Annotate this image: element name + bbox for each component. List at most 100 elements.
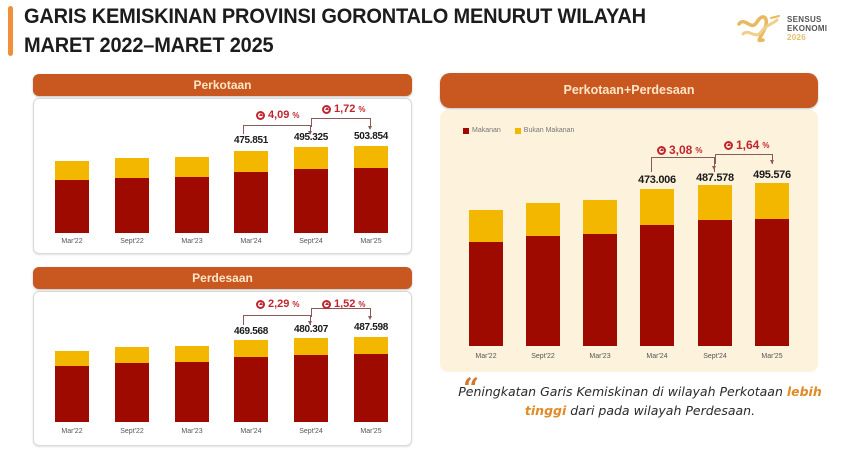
nonfood-segment (526, 203, 560, 236)
combined-bar-mar22 (469, 210, 503, 346)
food-segment (115, 363, 149, 422)
nonfood-segment (115, 158, 149, 178)
growth-value: 2,29 (268, 298, 290, 310)
food-segment (175, 177, 209, 233)
perdesaan-bar-sept22 (115, 347, 149, 422)
x-label: Sept'24 (299, 238, 323, 245)
legend-label: Makanan (472, 127, 501, 134)
arrow-up-circle-icon (322, 299, 331, 309)
food-segment (755, 219, 789, 346)
value-label: 495.325 (293, 132, 329, 143)
growth-badge: 1,64% (724, 138, 769, 152)
nonfood-segment (354, 146, 388, 168)
perkotaan-bar-sept24 (294, 147, 328, 233)
logo-line3: 2026 (787, 33, 806, 42)
arrow-down-icon (770, 160, 774, 164)
page-title-line2: MARET 2022–MARET 2025 (24, 33, 274, 57)
value-label: 495.576 (753, 169, 791, 181)
food-segment (294, 355, 328, 422)
growth-value: 1,52 (334, 298, 356, 310)
food-segment (175, 362, 209, 422)
legend-item-nonfood: Bukan Makanan (514, 127, 575, 134)
chart-legend: Makanan Bukan Makanan (463, 127, 574, 134)
arrow-up-circle-icon (724, 140, 733, 150)
perkotaan-chart-panel (33, 98, 412, 254)
x-label: Mar'24 (240, 428, 262, 435)
food-segment (640, 225, 674, 346)
perdesaan-bar-mar23 (175, 346, 209, 422)
value-label: 487.578 (696, 172, 734, 184)
food-segment (469, 242, 503, 346)
x-label: Sept'24 (703, 353, 727, 360)
food-segment (55, 366, 89, 422)
combined-title: Perkotaan+Perdesaan (563, 83, 695, 97)
growth-bracket (311, 308, 371, 317)
value-label: 475.851 (233, 135, 269, 146)
nonfood-segment (469, 210, 503, 242)
value-label: 503.854 (353, 131, 389, 142)
perdesaan-bar-mar25 (354, 337, 388, 422)
x-label: Sept'24 (299, 428, 323, 435)
growth-badge: 2,29% (256, 298, 300, 310)
perkotaan-bar-mar22 (55, 161, 89, 233)
value-label: 473.006 (638, 174, 676, 186)
arrow-down-icon (308, 131, 312, 135)
perkotaan-bar-mar24 (234, 151, 268, 233)
x-label: Mar'25 (360, 238, 382, 245)
food-segment (234, 172, 268, 233)
combined-bar-sept22 (526, 203, 560, 346)
perdesaan-chart-panel (33, 291, 412, 446)
growth-badge: 3,08% (657, 143, 702, 157)
nonfood-segment (234, 340, 268, 357)
arrow-up-circle-icon (657, 145, 666, 155)
page-title-line1: GARIS KEMISKINAN PROVINSI GORONTALO MENU… (24, 4, 646, 28)
nonfood-segment (115, 347, 149, 363)
nonfood-segment (640, 189, 674, 225)
growth-badge: 4,09% (256, 109, 300, 121)
legend-label: Bukan Makanan (523, 127, 575, 134)
growth-bracket (651, 157, 715, 172)
logo-line2: EKONOMI (787, 24, 828, 33)
perdesaan-bar-mar22 (55, 351, 89, 422)
nonfood-segment (294, 147, 328, 169)
food-segment (583, 234, 617, 346)
growth-bracket (311, 118, 371, 127)
x-label: Sept'22 (120, 428, 144, 435)
growth-badge: 1,52% (322, 298, 366, 310)
perkotaan-bar-mar23 (175, 157, 209, 233)
combined-bar-mar23 (583, 200, 617, 346)
perkotaan-bar-sept22 (115, 158, 149, 233)
x-label: Mar'24 (240, 238, 262, 245)
summary-quote: Peningkatan Garis Kemiskinan di wilayah … (455, 382, 825, 420)
combined-bar-mar24 (640, 189, 674, 346)
perdesaan-header: Perdesaan (33, 267, 412, 289)
quote-text-part2: dari pada wilayah Perdesaan. (566, 403, 756, 418)
arrow-down-icon (712, 166, 716, 170)
quote-highlight: lebih tinggi (524, 384, 822, 418)
food-segment (354, 168, 388, 233)
food-segment (354, 354, 388, 422)
nonfood-segment (698, 185, 732, 220)
logo-line1: SENSUS (787, 15, 822, 24)
arrow-up-circle-icon (322, 104, 331, 114)
growth-value: 4,09 (268, 109, 290, 121)
nonfood-segment (55, 161, 89, 180)
quote-icon: “ (463, 372, 480, 405)
growth-bracket (243, 125, 311, 134)
x-label: Mar'25 (761, 353, 783, 360)
x-label: Mar'23 (589, 353, 611, 360)
perdesaan-bar-mar24 (234, 340, 268, 422)
nonfood-segment (755, 183, 789, 219)
x-label: Sept'22 (531, 353, 555, 360)
perkotaan-header: Perkotaan (33, 74, 412, 96)
perkotaan-bar-mar25 (354, 146, 388, 233)
growth-value: 1,72 (334, 103, 356, 115)
perdesaan-bar-sept24 (294, 338, 328, 422)
sensus-logo-icon (737, 15, 780, 43)
food-segment (115, 178, 149, 233)
x-label: Mar'23 (181, 238, 203, 245)
legend-swatch-nonfood (514, 127, 521, 134)
arrow-down-icon (308, 321, 312, 325)
x-label: Sept'22 (120, 238, 144, 245)
growth-badge: 1,72% (322, 103, 366, 115)
